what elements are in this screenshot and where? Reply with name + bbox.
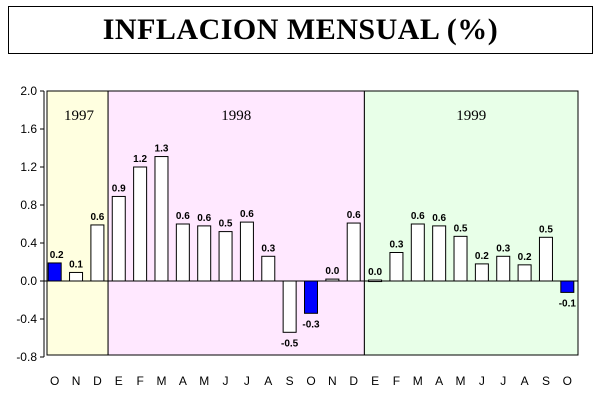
x-tick-label: M [199,374,209,388]
data-label: 0.6 [197,213,211,224]
data-label: 1.2 [133,154,147,165]
bar [325,278,340,282]
bar [432,225,447,282]
bar [239,221,254,282]
data-label: -0.5 [281,338,299,349]
bar [47,262,62,282]
period-label-1997: 1997 [64,108,95,124]
y-tick-label: 1.6 [20,122,37,136]
x-tick-label: D [349,374,358,388]
x-tick-label: J [244,374,250,388]
data-label: -0.3 [302,319,320,330]
x-tick-label: M [413,374,423,388]
bar [496,255,511,282]
x-tick-label: M [156,374,166,388]
data-label: 0.5 [539,224,553,235]
data-label: 0.6 [240,209,254,220]
data-label: 0.2 [475,251,489,262]
y-tick-label: 1.2 [20,160,37,174]
y-tick-label: 0.0 [20,274,37,288]
data-label: 0.2 [50,250,64,261]
data-label: 0.0 [325,266,339,277]
data-label: 0.6 [347,210,361,221]
x-tick-label: S [542,374,550,388]
y-tick-label: 0.8 [20,198,37,212]
bar [90,224,105,282]
x-tick-label: F [393,374,400,388]
x-tick-label: A [179,374,187,388]
x-tick-label: A [264,374,272,388]
bar [69,271,84,282]
bar [261,255,276,282]
bar [175,223,190,282]
x-tick-label: E [115,374,123,388]
bar [410,223,425,282]
data-label: 0.2 [518,252,532,263]
bar [346,222,361,282]
x-tick-label: F [136,374,143,388]
bar [304,280,318,314]
bar [368,279,383,283]
bar [389,252,404,282]
bar [282,280,297,333]
chart-title-box: INFLACION MENSUAL (%) [8,6,593,54]
x-tick-label: D [93,374,102,388]
bar [517,264,532,282]
data-label: 0.6 [176,211,190,222]
bar [453,235,468,282]
x-tick-label: N [72,374,81,388]
bar [154,156,169,282]
data-label: 0.3 [261,243,275,254]
x-tick-label: O [306,374,315,388]
x-tick-label: S [286,374,294,388]
bar [133,166,148,282]
x-tick-label: O [50,374,59,388]
data-label: -0.1 [559,298,577,309]
data-label: 0.0 [368,267,382,278]
bar [474,263,489,282]
bar [111,195,126,282]
data-label: 0.1 [69,259,83,270]
data-label: 0.3 [389,240,403,251]
x-tick-label: A [435,374,443,388]
x-tick-label: E [371,374,379,388]
x-tick-label: J [479,374,485,388]
period-background-1998 [107,90,365,356]
data-label: 0.5 [454,223,468,234]
bar [560,280,575,293]
y-tick-label: 2.0 [20,84,37,98]
x-tick-label: O [563,374,572,388]
data-label: 0.3 [496,243,510,254]
x-tick-label: J [223,374,229,388]
bar [218,231,233,282]
y-tick-label: -0.4 [16,312,37,326]
x-tick-label: J [500,374,506,388]
y-tick-label: -0.8 [16,350,37,364]
data-label: 0.9 [112,183,126,194]
period-label-1998: 1998 [221,108,251,124]
data-label: 0.6 [411,211,425,222]
x-tick-label: N [328,374,337,388]
data-label: 0.6 [90,212,104,223]
data-label: 0.5 [219,219,233,230]
y-tick-label: 0.4 [20,236,37,250]
x-tick-label: A [521,374,529,388]
data-label: 1.3 [155,144,169,155]
x-tick-label: M [456,374,466,388]
period-background-1999 [363,90,579,356]
data-label: 0.6 [432,213,446,224]
bar [538,236,553,282]
bar [197,225,212,282]
period-background-1997 [46,90,109,356]
chart-title: INFLACION MENSUAL (%) [102,13,499,46]
period-label-1999: 1999 [456,108,486,124]
